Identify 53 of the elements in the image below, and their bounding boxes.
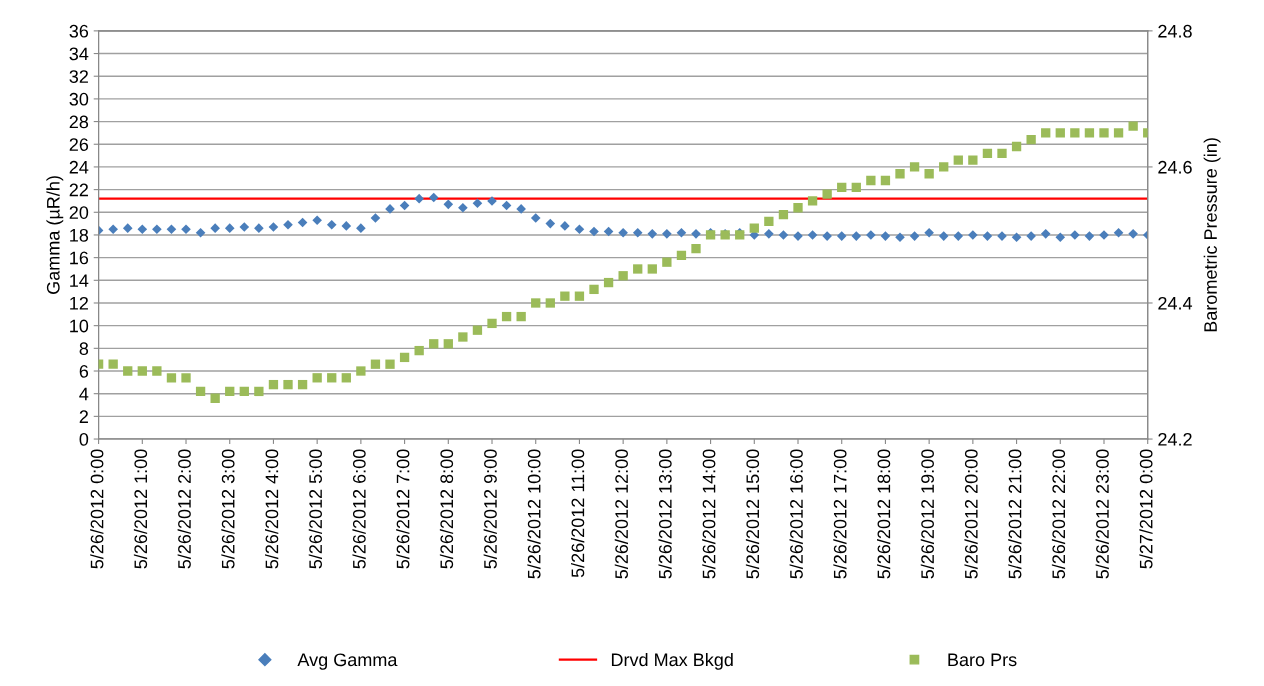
y-tick-label: 16 [70, 251, 89, 265]
y2-tick-label: 24.4 [1158, 296, 1193, 310]
x-tick-label: 5/26/2012 17:00 [833, 449, 847, 579]
x-tick-label: 5/26/2012 12:00 [614, 449, 628, 579]
y-tick-label: 24 [69, 160, 89, 174]
y-tick-label: 12 [70, 296, 88, 310]
y-tick-label: 8 [79, 342, 89, 356]
x-tick-label: 5/26/2012 4:00 [265, 449, 279, 569]
x-tick-label: 5/26/2012 19:00 [920, 449, 934, 579]
x-tick-label: 5/26/2012 21:00 [1008, 449, 1022, 579]
x-tick-label: 5/26/2012 10:00 [527, 449, 541, 579]
y-tick-label: 28 [69, 115, 89, 129]
y-tick-label: 30 [69, 92, 89, 106]
x-tick-label: 5/26/2012 2:00 [177, 449, 191, 569]
x-tick-label: 5/26/2012 11:00 [571, 449, 585, 578]
y-tick-label: 10 [70, 319, 89, 333]
y-tick-label: 14 [70, 274, 89, 287]
y2-axis-title: Barometric Pressure (in) [1203, 138, 1221, 332]
x-tick-label: 5/26/2012 5:00 [308, 449, 323, 569]
x-tick-label: 5/26/2012 18:00 [877, 449, 891, 579]
x-tick-label: 5/26/2012 9:00 [483, 449, 497, 569]
x-tick-label: 5/27/2012 0:00 [1139, 449, 1153, 569]
x-tick-label: 5/26/2012 6:00 [352, 449, 366, 569]
x-tick-label: 5/26/2012 22:00 [1051, 449, 1066, 579]
x-tick-label: 5/26/2012 23:00 [1095, 449, 1109, 579]
x-tick-label: 5/26/2012 20:00 [964, 449, 978, 579]
y-axis-title: Gamma (µR/h) [46, 176, 64, 294]
x-tick-label: 5/26/2012 8:00 [439, 449, 454, 569]
y-tick-label: 34 [69, 47, 89, 61]
y-tick-label: 20 [69, 206, 89, 219]
x-tick-label: 5/26/2012 13:00 [658, 449, 672, 579]
x-tick-label: 5/26/2012 3:00 [221, 449, 235, 569]
x-tick-label: 5/26/2012 14:00 [702, 449, 716, 579]
legend-label: Avg Gamma [297, 653, 398, 670]
y-tick-label: 4 [79, 387, 89, 401]
x-tick-label: 5/26/2012 15:00 [745, 449, 760, 579]
y-tick-label: 18 [70, 228, 89, 242]
y-tick-label: 26 [69, 138, 89, 151]
x-tick-label: 5/26/2012 0:00 [90, 449, 104, 569]
y2-tick-label: 24.6 [1158, 160, 1192, 174]
y-tick-label: 22 [69, 183, 88, 197]
y2-tick-label: 24.2 [1158, 432, 1192, 446]
y-tick-label: 0 [79, 432, 89, 446]
y-tick-label: 32 [69, 70, 88, 83]
legend-label: Drvd Max Bkgd [611, 652, 733, 670]
x-tick-label: 5/26/2012 7:00 [396, 449, 410, 569]
legend-label: Baro Prs [948, 653, 1017, 667]
y-tick-label: 2 [79, 410, 88, 423]
x-tick-label: 5/26/2012 16:00 [789, 449, 803, 579]
y-tick-label: 36 [69, 24, 89, 38]
y-tick-label: 6 [79, 364, 89, 378]
y2-tick-label: 24.8 [1158, 24, 1192, 38]
x-tick-label: 5/26/2012 1:00 [133, 449, 148, 569]
